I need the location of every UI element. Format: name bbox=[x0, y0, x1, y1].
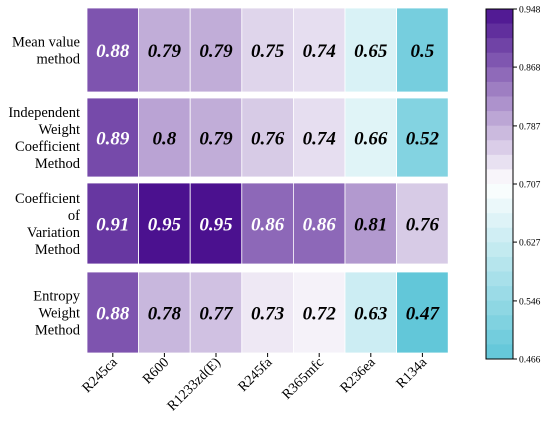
heatmap-cell bbox=[138, 271, 191, 354]
heatmap-cell bbox=[396, 182, 449, 265]
colorbar-tick-label: 0.546 bbox=[519, 297, 541, 307]
colorbar-tick-label: 0.466 bbox=[519, 356, 541, 366]
cell-value-label: 0.63 bbox=[354, 304, 387, 325]
heatmap-cell bbox=[241, 7, 294, 93]
heatmap-cell bbox=[138, 97, 191, 178]
heatmap-cell bbox=[292, 7, 346, 93]
cell-value-label: 0.89 bbox=[96, 129, 130, 150]
colorbar-segment bbox=[486, 184, 513, 199]
heatmap-cell bbox=[86, 7, 139, 93]
column-label: R365mfc bbox=[280, 355, 327, 402]
cell-value-label: 0.91 bbox=[96, 215, 129, 236]
colorbar-segment bbox=[486, 329, 513, 345]
colorbar-segment bbox=[486, 23, 513, 39]
row-labels: Mean value method Independent Weight Coeffic… bbox=[8, 35, 80, 339]
heatmap-cell bbox=[138, 7, 191, 93]
column-label: R134a bbox=[394, 355, 431, 392]
row-label: Independent Weight Coefficient Method bbox=[8, 105, 80, 172]
heatmap-cell bbox=[138, 182, 191, 265]
cell-value-label: 0.79 bbox=[199, 129, 233, 150]
colorbar-segment bbox=[486, 271, 513, 287]
cell-value-label: 0.47 bbox=[406, 304, 441, 325]
colorbar-segment bbox=[486, 96, 513, 112]
cell-value-label: 0.79 bbox=[199, 41, 233, 62]
colorbar-segment bbox=[486, 242, 513, 258]
colorbar-segment bbox=[486, 111, 513, 127]
colorbar-segment bbox=[486, 52, 513, 68]
colorbar-segment bbox=[486, 169, 513, 185]
heatmap-cells: 0.88 0.79 0.79 0.75 0.74 0.65 0.5 0.89 0.8 0.79 0.… bbox=[86, 7, 449, 354]
colorbar-tick-label: 0.787 bbox=[519, 122, 541, 132]
cell-value-label: 0.79 bbox=[148, 41, 182, 62]
heatmap-cell bbox=[292, 182, 346, 265]
heatmap-cell bbox=[241, 271, 294, 354]
colorbar-segment bbox=[486, 125, 513, 141]
colorbar-segment bbox=[486, 38, 513, 54]
heatmap-cell bbox=[344, 97, 397, 178]
cell-value-label: 0.73 bbox=[251, 304, 284, 325]
cell-value-label: 0.78 bbox=[148, 304, 182, 325]
cell-value-label: 0.8 bbox=[153, 129, 177, 150]
cell-value-label: 0.66 bbox=[354, 129, 388, 150]
column-label: R245fa bbox=[236, 355, 276, 395]
heatmap-cell bbox=[189, 182, 243, 265]
colorbar-segment bbox=[486, 344, 513, 360]
heatmap-cell bbox=[189, 7, 243, 93]
cell-value-label: 0.95 bbox=[199, 215, 233, 236]
heatmap-cell bbox=[189, 97, 243, 178]
cell-value-label: 0.86 bbox=[303, 215, 337, 236]
cell-value-label: 0.88 bbox=[96, 304, 130, 325]
colorbar-segment bbox=[486, 256, 513, 272]
column-label: R236ea bbox=[338, 355, 379, 396]
colorbar-tick-label: 0.948 bbox=[519, 6, 541, 16]
heatmap-cell bbox=[86, 97, 139, 178]
cell-value-label: 0.95 bbox=[148, 215, 182, 236]
cell-value-label: 0.88 bbox=[96, 41, 130, 62]
colorbar-segment bbox=[486, 198, 513, 214]
heatmap-cell bbox=[344, 271, 397, 354]
column-label: R1233zd(E) bbox=[165, 355, 224, 414]
colorbar-tick-label: 0.868 bbox=[519, 64, 541, 74]
colorbar-segment bbox=[486, 227, 513, 243]
cell-value-label: 0.81 bbox=[354, 215, 387, 236]
heatmap-cell bbox=[344, 7, 397, 93]
colorbar: 0.948 0.868 0.787 0.707 0.627 0.546 0.466 bbox=[485, 6, 541, 366]
colorbar-segment bbox=[486, 300, 513, 316]
row-label: Mean value method bbox=[12, 35, 81, 68]
cell-value-label: 0.72 bbox=[303, 304, 337, 325]
column-label: R600 bbox=[140, 355, 172, 387]
cell-value-label: 0.52 bbox=[406, 129, 440, 150]
heatmap-cell bbox=[344, 182, 397, 265]
heatmap-cell bbox=[396, 7, 449, 93]
cell-value-label: 0.76 bbox=[406, 215, 440, 236]
heatmap-cell bbox=[396, 271, 449, 354]
cell-value-label: 0.77 bbox=[199, 304, 234, 325]
row-label: Coefficient of Variation Method bbox=[15, 191, 81, 258]
colorbar-segment bbox=[486, 81, 513, 97]
colorbar-segment bbox=[486, 315, 513, 331]
colorbar-segment bbox=[486, 67, 513, 83]
colorbar-segment bbox=[486, 286, 513, 302]
row-label: Entropy Weight Method bbox=[33, 289, 80, 339]
cell-value-label: 0.75 bbox=[251, 41, 285, 62]
colorbar-segment bbox=[486, 140, 513, 156]
heatmap-cell bbox=[292, 97, 346, 178]
cell-value-label: 0.65 bbox=[354, 41, 388, 62]
heatmap-cell bbox=[241, 182, 294, 265]
cell-value-label: 0.76 bbox=[251, 129, 285, 150]
heatmap-cell bbox=[396, 97, 449, 178]
colorbar-segment bbox=[486, 154, 513, 170]
colorbar-segment bbox=[486, 213, 513, 229]
cell-value-label: 0.74 bbox=[303, 41, 336, 62]
heatmap-cell bbox=[86, 271, 139, 354]
cell-value-label: 0.86 bbox=[251, 215, 285, 236]
cell-value-label: 0.5 bbox=[411, 41, 435, 62]
cell-value-label: 0.74 bbox=[303, 129, 336, 150]
column-label: R245ca bbox=[80, 355, 121, 396]
colorbar-tick-label: 0.707 bbox=[519, 181, 541, 191]
colorbar-tick-label: 0.627 bbox=[519, 239, 541, 249]
colorbar-segment bbox=[486, 9, 513, 24]
